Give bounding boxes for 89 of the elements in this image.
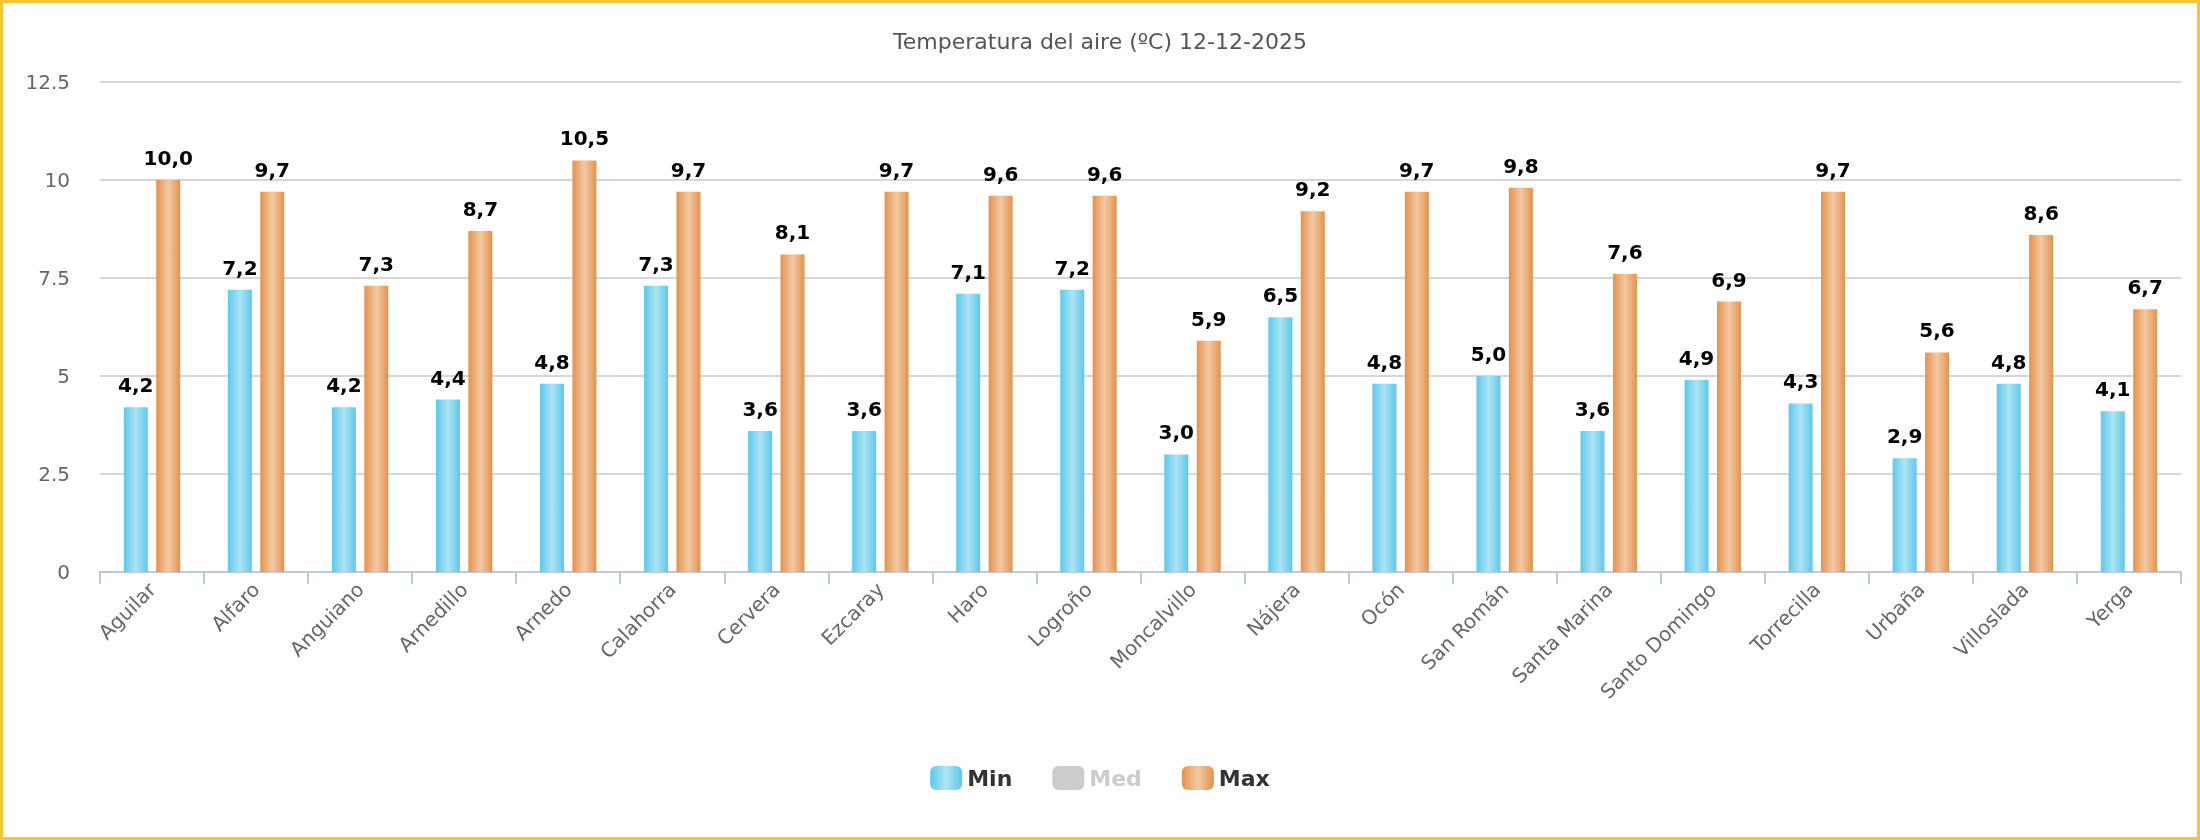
bar: [1404, 191, 1429, 572]
bar: [1821, 191, 1846, 572]
bar: [1788, 403, 1813, 572]
data-label: 9,8: [1503, 153, 1539, 178]
data-label: 6,7: [2127, 275, 2163, 300]
bar: [644, 285, 669, 572]
data-label: 5,0: [1470, 342, 1507, 366]
data-label: 3,0: [1158, 420, 1195, 445]
data-label: 2,9: [1886, 424, 1923, 449]
y-tick-label: 5: [57, 364, 70, 388]
bar: [227, 289, 252, 572]
bar: [1508, 187, 1533, 572]
data-label: 3,6: [1574, 396, 1611, 421]
bar: [2133, 309, 2158, 572]
data-label: 9,6: [982, 161, 1019, 186]
data-label: 4,3: [1782, 369, 1819, 394]
data-label: 3,6: [742, 396, 778, 421]
bar: [852, 430, 877, 572]
bar: [1300, 211, 1325, 572]
data-label: 4,8: [534, 349, 570, 374]
bar: [2029, 234, 2054, 572]
bar: [748, 430, 773, 572]
bar: [260, 191, 285, 572]
data-label: 4,4: [430, 365, 466, 390]
bar: [331, 407, 356, 572]
chart-title: Temperatura del aire (ºC) 12-12-2025: [892, 28, 1307, 54]
data-label: 7,2: [222, 255, 258, 280]
data-label: 3,6: [846, 396, 882, 421]
bar: [1996, 383, 2021, 572]
bar: [1684, 379, 1709, 572]
data-label: 6,9: [1711, 267, 1747, 292]
bar: [156, 180, 181, 572]
bar: [572, 160, 597, 572]
bar: [468, 230, 493, 572]
data-label: 8,7: [462, 196, 499, 221]
bar: [956, 293, 981, 572]
data-label: 10,5: [559, 126, 610, 151]
data-label: 7,1: [950, 259, 986, 284]
bar: [1268, 317, 1293, 572]
y-tick-label: 7.5: [38, 266, 70, 290]
bar: [884, 191, 909, 572]
data-label: 4,1: [2095, 377, 2131, 402]
y-tick-label: 12.5: [25, 70, 70, 94]
data-label: 9,7: [1399, 157, 1435, 182]
bar: [2100, 411, 2125, 572]
data-label: 9,7: [670, 157, 707, 182]
y-tick-label: 2.5: [38, 462, 70, 486]
data-label: 7,3: [358, 251, 395, 276]
legend-label: Max: [1218, 765, 1270, 791]
bar: [1060, 289, 1085, 572]
data-label: 9,6: [1086, 161, 1123, 186]
bar: [540, 383, 565, 572]
data-label: 8,6: [2023, 200, 2059, 225]
y-tick-label: 0: [57, 560, 70, 584]
y-tick-label: 10: [44, 168, 70, 192]
bar: [988, 195, 1013, 572]
legend-label: Min: [967, 765, 1013, 791]
data-label: 4,8: [1991, 349, 2027, 374]
bar: [1196, 340, 1221, 572]
data-label: 10,0: [143, 146, 193, 170]
bar: [1892, 458, 1917, 572]
bar: [1716, 301, 1741, 572]
bar: [1580, 430, 1605, 572]
bar: [1476, 376, 1501, 572]
data-label: 7,6: [1607, 240, 1643, 265]
data-label: 8,1: [774, 220, 811, 245]
data-label: 4,9: [1678, 345, 1715, 370]
data-label: 9,7: [1815, 157, 1851, 182]
data-label: 6,5: [1262, 283, 1299, 308]
bar: [1164, 454, 1189, 572]
bar: [1612, 274, 1637, 572]
data-label: 7,2: [1054, 255, 1090, 280]
bar: [123, 407, 148, 572]
bar: [1925, 352, 1950, 572]
data-label: 5,9: [1191, 306, 1227, 331]
data-label: 9,7: [878, 157, 915, 182]
data-label: 9,2: [1295, 177, 1331, 202]
bar: [435, 399, 460, 572]
bar: [780, 254, 805, 572]
bar: [1092, 195, 1117, 572]
data-label: 4,8: [1366, 349, 1403, 374]
bar: [676, 191, 701, 572]
data-label: 9,7: [254, 157, 290, 182]
data-label: 4,2: [326, 373, 362, 398]
bar: [1372, 383, 1397, 572]
data-label: 5,6: [1919, 318, 1955, 343]
bar: [364, 285, 389, 572]
data-label: 4,2: [118, 373, 154, 398]
data-label: 7,3: [638, 251, 674, 276]
